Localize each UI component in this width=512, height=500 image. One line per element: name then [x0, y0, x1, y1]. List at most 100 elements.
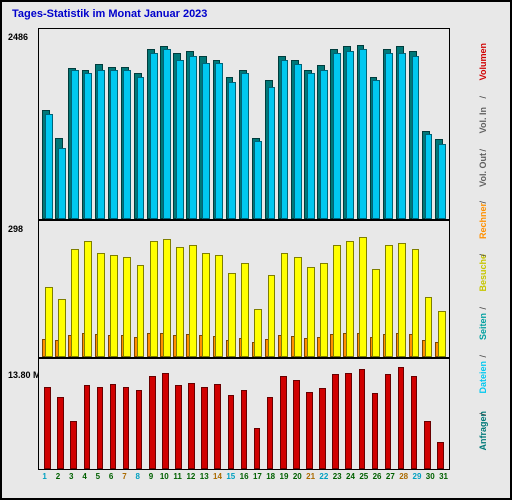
bar-volumen — [136, 390, 143, 469]
bar-besuche — [228, 273, 236, 357]
day-slot — [237, 359, 250, 469]
day-slot — [54, 359, 67, 469]
bar-dateien — [215, 63, 223, 219]
day-slot — [355, 221, 368, 357]
day-slot — [421, 359, 434, 469]
bar-besuche — [294, 257, 302, 357]
legend-vol-in: Vol. In — [478, 107, 488, 133]
bar-volumen — [84, 385, 91, 469]
day-slot — [342, 359, 355, 469]
day-slot — [146, 221, 159, 357]
bar-dateien — [123, 70, 131, 219]
bar-besuche — [333, 245, 341, 357]
bar-besuche — [398, 243, 406, 357]
bar-dateien — [189, 56, 197, 219]
bar-besuche — [189, 245, 197, 357]
bar-volumen — [188, 383, 195, 469]
bar-dateien — [176, 60, 184, 219]
chart-title: Tages-Statistik im Monat Januar 2023 — [12, 8, 207, 20]
bar-dateien — [398, 53, 406, 219]
bar-dateien — [359, 49, 367, 219]
day-slot — [146, 359, 159, 469]
x-tick: 31 — [437, 472, 450, 481]
legend-vol-out: Vol. Out — [478, 153, 488, 187]
day-slot — [303, 359, 316, 469]
day-slot — [224, 221, 237, 357]
legend-rechner: Rechner — [478, 203, 488, 239]
day-slot — [185, 359, 198, 469]
bar-volumen — [424, 421, 431, 469]
bar-volumen — [228, 395, 235, 469]
day-slot — [329, 29, 342, 219]
bar-dateien — [202, 63, 210, 219]
day-slot — [303, 29, 316, 219]
legend-separator: / — [478, 96, 488, 99]
day-slot — [67, 29, 80, 219]
bar-besuche — [163, 239, 171, 357]
bar-volumen — [241, 390, 248, 469]
x-tick: 23 — [331, 472, 344, 481]
bar-besuche — [425, 297, 433, 357]
x-tick: 9 — [144, 472, 157, 481]
day-slot — [395, 29, 408, 219]
x-tick: 16 — [237, 472, 250, 481]
x-tick: 8 — [131, 472, 144, 481]
day-slot — [237, 221, 250, 357]
bar-dateien — [241, 73, 249, 219]
legend: AnfragenDateienSeitenBesucheRechnerVol. … — [456, 28, 506, 468]
x-tick: 11 — [171, 472, 184, 481]
bar-volumen — [280, 376, 287, 469]
legend-separator: / — [478, 307, 488, 310]
day-slot — [434, 221, 447, 357]
bar-volumen — [293, 380, 300, 469]
bar-dateien — [45, 114, 53, 219]
day-slot — [93, 221, 106, 357]
day-slot — [251, 221, 264, 357]
day-slot — [290, 359, 303, 469]
day-slot — [198, 221, 211, 357]
x-tick: 13 — [198, 472, 211, 481]
bar-dateien — [137, 77, 145, 220]
day-slot — [316, 359, 329, 469]
legend-dateien: Dateien — [478, 361, 488, 394]
bar-besuche — [241, 263, 249, 357]
x-tick: 25 — [357, 472, 370, 481]
bars-top — [39, 29, 449, 219]
x-tick: 28 — [397, 472, 410, 481]
bar-dateien — [333, 53, 341, 219]
day-slot — [290, 221, 303, 357]
legend-anfragen: Anfragen — [478, 411, 488, 451]
x-tick: 19 — [277, 472, 290, 481]
bar-besuche — [268, 275, 276, 357]
day-slot — [421, 29, 434, 219]
bar-besuche — [385, 245, 393, 357]
bar-volumen — [254, 428, 261, 469]
x-tick: 4 — [78, 472, 91, 481]
ylabel-mid: 298 — [8, 224, 23, 234]
bar-volumen — [398, 367, 405, 469]
bar-volumen — [411, 376, 418, 470]
legend-separator: / — [478, 355, 488, 358]
bar-dateien — [97, 70, 105, 219]
bar-dateien — [320, 70, 328, 219]
bar-dateien — [84, 73, 92, 219]
bar-dateien — [254, 141, 262, 219]
bar-besuche — [110, 255, 118, 357]
day-slot — [120, 359, 133, 469]
day-slot — [303, 221, 316, 357]
bar-dateien — [281, 60, 289, 219]
bar-dateien — [58, 148, 66, 219]
bar-dateien — [268, 87, 276, 219]
legend-separator: / — [478, 149, 488, 152]
day-slot — [316, 221, 329, 357]
day-slot — [159, 359, 172, 469]
day-slot — [368, 221, 381, 357]
day-slot — [355, 29, 368, 219]
x-tick: 27 — [384, 472, 397, 481]
x-tick: 14 — [211, 472, 224, 481]
bar-besuche — [281, 253, 289, 357]
day-slot — [421, 221, 434, 357]
bar-besuche — [438, 311, 446, 357]
bar-volumen — [175, 385, 182, 469]
bar-besuche — [412, 249, 420, 357]
